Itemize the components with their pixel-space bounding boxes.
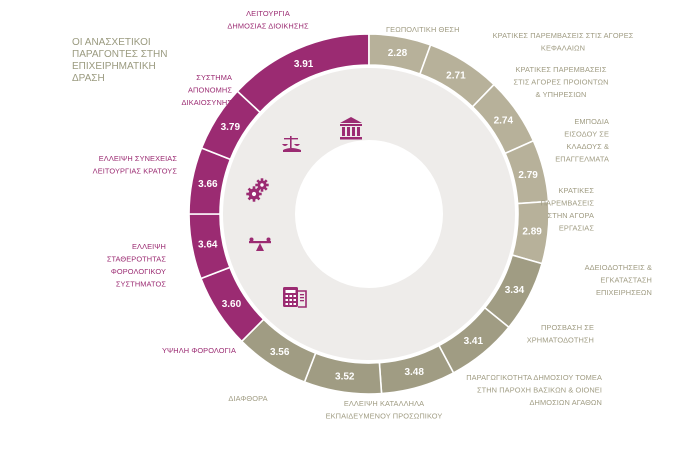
balance-seesaw-icon — [249, 237, 271, 251]
segment-category-label: ΕΛΛΕΙΨΗ ΚΑΤΑΛΛΗΛΑ ΕΚΠΑΙΔΕΥΜΕΝΟΥ ΠΡΟΣΩΠΙΚΟ… — [326, 399, 443, 421]
scales-of-justice-icon — [282, 136, 301, 152]
segment-value-label: 2.28 — [388, 48, 408, 59]
segment-value-label: 3.41 — [464, 336, 484, 347]
segment-value-label: 3.60 — [222, 299, 242, 310]
segment-value-label: 3.64 — [198, 239, 218, 250]
segment-category-label: ΚΡΑΤΙΚΕΣ ΠΑΡΕΜΒΑΣΕΙΣ ΣΤΙΣ ΑΓΟΡΕΣ ΚΕΦΑΛΑΙΩ… — [493, 31, 634, 53]
segment-category-label: ΛΕΙΤΟΥΡΓΙΑ ΔΗΜΟΣΙΑΣ ΔΙΟΙΚΗΣΗΣ — [227, 9, 309, 31]
segment-value-label: 3.91 — [294, 59, 314, 70]
segment-category-label: ΚΡΑΤΙΚΕΣ ΠΑΡΕΜΒΑΣΕΙΣ ΣΤΙΣ ΑΓΟΡΕΣ ΠΡΟΙΟΝΤΩ… — [513, 65, 608, 99]
tax-document-icon — [283, 287, 307, 308]
segment-category-label: ΔΙΑΦΘΟΡΑ — [228, 394, 267, 403]
segment-category-label: ΠΑΡΑΓΩΓΙΚΟΤΗΤΑ ΔΗΜΟΣΙΟΥ ΤΟΜΕΑ ΣΤΗΝ ΠΑΡΟΧΗ… — [466, 373, 602, 407]
segment-category-label: ΑΔΕΙΟΔΟΤΗΣΕΙΣ & ΕΓΚΑΤΑΣΤΑΣΗ ΕΠΙΧΕΙΡΗΣΕΩΝ — [585, 263, 652, 297]
segment-value-label: 3.79 — [221, 122, 241, 133]
segment-value-label: 3.48 — [404, 367, 424, 378]
segment-category-label: ΥΨΗΛΗ ΦΟΡΟΛΟΓΙΑ — [162, 346, 236, 355]
segment-value-label: 2.89 — [522, 227, 542, 238]
segment-category-label: ΕΜΠΟΔΙΑ ΕΙΣΟΔΟΥ ΣΕ ΚΛΑΔΟΥΣ & ΕΠΑΓΓΕΛΜΑΤΑ — [555, 117, 609, 164]
segment-category-label: ΕΛΛΕΙΨΗ ΣΥΝΕΧΕΙΑΣ ΛΕΙΤΟΥΡΓΙΑΣ ΚΡΑΤΟΥΣ — [93, 154, 178, 176]
segment-category-label: ΓΕΩΠΟΛΙΤΙΚΗ ΘΕΣΗ — [386, 25, 460, 34]
segment-category-label: ΠΡΟΣΒΑΣΗ ΣΕ ΧΡΗΜΑΤΟΔΟΤΗΣΗ — [527, 323, 594, 345]
segment-value-label: 2.79 — [518, 170, 538, 181]
donut-segment — [200, 90, 262, 161]
gears-icon — [246, 178, 269, 202]
segment-value-label: 3.66 — [198, 179, 218, 190]
segment-value-label: 2.71 — [446, 70, 466, 81]
inner-ring — [222, 67, 516, 361]
segment-value-label: 3.56 — [270, 347, 290, 358]
segment-value-label: 3.52 — [335, 372, 355, 383]
segment-category-label: ΕΛΛΕΙΨΗ ΣΤΑΘΕΡΟΤΗΤΑΣ ΦΟΡΟΛΟΓΙΚΟΥ ΣΥΣΤΗΜΑΤΟΣ — [107, 242, 167, 289]
chart-title: ΟΙ ΑΝΑΣΧΕΤΙΚΟΙ ΠΑΡΑΓΟΝΤΕΣ ΣΤΗΝ ΕΠΙΧΕΙΡΗΜΑΤ… — [72, 37, 167, 84]
institution-icon — [340, 117, 362, 140]
segment-category-label: ΣΥΣΤΗΜΑ ΑΠΟΝΟΜΗΣ ΔΙΚΑΙΟΣΥΝΗΣ — [182, 73, 233, 107]
segment-value-label: 2.74 — [494, 115, 514, 126]
segment-category-label: ΚΡΑΤΙΚΕΣ ΠΑΡΕΜΒΑΣΕΙΣ ΣΤΗΝ ΑΓΟΡΑ ΕΡΓΑΣΙΑΣ — [541, 186, 595, 233]
segment-value-label: 3.34 — [505, 285, 525, 296]
